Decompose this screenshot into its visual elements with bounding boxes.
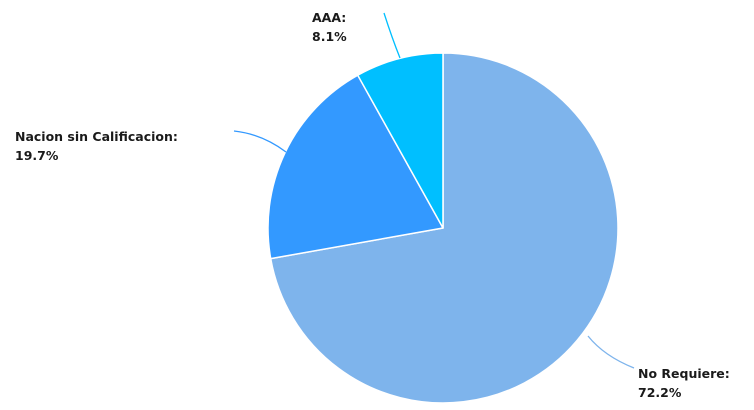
pie-slice-3[interactable] bbox=[356, 52, 444, 229]
slice-value-2: 19.7% bbox=[15, 148, 59, 163]
slice-label-1: No Requiere: bbox=[638, 366, 730, 381]
slice-label-3: AAA: bbox=[312, 10, 346, 25]
slice-label-2: Nacion sin Calificacion: bbox=[15, 129, 178, 144]
slice-value-1: 72.2% bbox=[638, 385, 682, 400]
pie-slice-2[interactable] bbox=[267, 74, 444, 260]
slice-value-3: 8.1% bbox=[312, 29, 347, 44]
data-labels: No Requiere: 72.2% Nacion sin Calificacion… bbox=[15, 10, 730, 400]
leader-lines bbox=[233, 12, 635, 369]
leader-line-1 bbox=[587, 335, 635, 369]
pie-slices bbox=[267, 52, 619, 404]
pie-slice-1[interactable] bbox=[269, 52, 619, 404]
leader-line-2 bbox=[233, 130, 287, 153]
leader-line-3 bbox=[383, 12, 401, 59]
